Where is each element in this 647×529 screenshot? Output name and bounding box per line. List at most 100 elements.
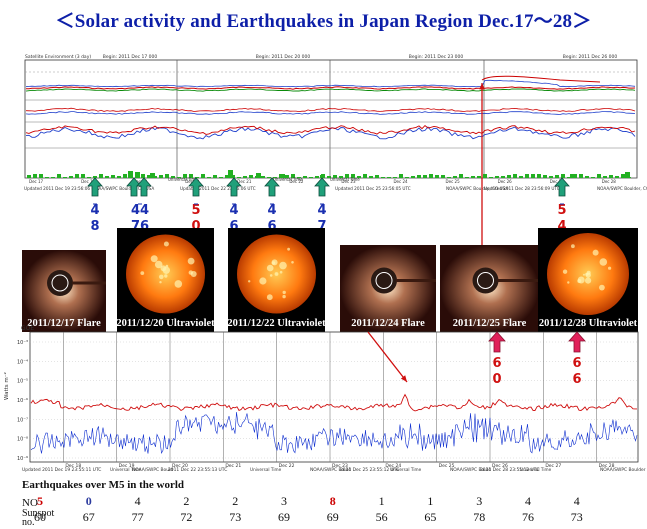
sunspot-count-cell: 76 — [522, 510, 534, 524]
sun-active-region — [188, 270, 193, 275]
quake-count-cell: 4 — [134, 494, 141, 508]
sun-outline-circle — [51, 274, 69, 292]
top-kp-bar — [570, 174, 575, 178]
quake-marker-top: 6 — [572, 356, 581, 371]
top-kp-bar — [537, 174, 541, 178]
top-panel-x-label: Dec 17 — [29, 179, 44, 184]
top-kp-bar — [489, 177, 493, 178]
top-kp-bar — [375, 175, 379, 178]
top-kp-bar — [141, 174, 145, 178]
occulting-disk — [371, 267, 397, 294]
quake-count-bottom: 6 — [229, 219, 238, 234]
quake-count-cell: 5 — [37, 494, 43, 508]
quake-count-top: 5 — [191, 203, 200, 218]
sun-active-region — [248, 280, 251, 283]
top-kp-bar — [543, 175, 547, 178]
occulting-disk — [472, 267, 499, 294]
top-kp-bar — [603, 176, 607, 178]
sun-active-region — [585, 272, 591, 278]
top-kp-bar — [363, 174, 367, 178]
top-kp-bar — [189, 174, 193, 178]
top-kp-bar — [471, 176, 475, 178]
top-kp-bar — [609, 175, 613, 178]
sun-active-region — [150, 255, 158, 263]
xray-y-tick: 10⁻³ — [17, 340, 28, 346]
quake-count-top: 5 — [557, 203, 566, 218]
top-kp-bar — [579, 174, 583, 178]
top-panel-x-label: Dec 18 — [81, 179, 96, 184]
top-kp-bar — [249, 175, 253, 178]
top-kp-bar — [128, 171, 133, 178]
quake-count-top: 4 — [317, 203, 326, 218]
top-kp-bar — [273, 177, 277, 178]
quake-count-top: 4 — [229, 203, 238, 218]
top-kp-bar — [267, 177, 271, 178]
top-kp-bar — [225, 175, 229, 178]
quake-marker-bottom: 6 — [572, 372, 581, 387]
sun-active-region — [259, 277, 267, 285]
quake-count-bottom: 6 — [267, 219, 276, 234]
quake-arrow — [87, 177, 103, 197]
top-panel-x-label: Dec 28 — [602, 179, 617, 184]
top-kp-bar — [483, 174, 487, 178]
sun-active-region — [159, 274, 164, 280]
top-kp-bar — [117, 176, 121, 178]
xray-updated-label: 2011 Dec 22 23:55:13 UTC — [168, 467, 227, 473]
top-panel-x-label: Dec 26 — [498, 179, 513, 184]
quake-count-cell: 1 — [378, 494, 385, 508]
top-panel-updated-label: Updated 2011 Dec 22 23:56:06 UTC — [180, 186, 256, 191]
xray-y-tick: 10⁻⁴ — [17, 359, 28, 365]
top-kp-bar — [327, 176, 331, 178]
flare-to-satellite-arrow-head — [479, 83, 485, 90]
top-kp-bar — [291, 174, 295, 178]
quake-count-top: 4 — [90, 203, 99, 218]
xray-axis-label: Universal Time — [110, 467, 142, 472]
top-kp-bar — [513, 174, 517, 178]
xray-y-tick: 10⁻⁸ — [17, 437, 28, 443]
quake-arrow — [226, 177, 242, 197]
top-panel-updated-label: NOAA/SWPC Boulder, CO USA — [446, 186, 508, 191]
top-kp-bar — [111, 175, 115, 178]
quake-arrow — [188, 177, 204, 197]
sun-active-region — [599, 284, 605, 291]
top-kp-bar — [303, 176, 307, 178]
top-kp-bar — [465, 177, 469, 178]
top-kp-bar — [429, 174, 433, 178]
sun-active-region — [140, 271, 145, 275]
top-panel-updated-label: Updated 2011 Dec 25 23:56:05 UTC — [335, 186, 411, 191]
xray-updated-label: NOAA/SWPC Boulder — [600, 467, 646, 473]
xray-x-label: Dec 19 — [119, 463, 135, 469]
top-kp-bar — [597, 174, 601, 178]
top-kp-bar — [195, 177, 199, 178]
thumbnail-caption: 2011/12/17 Flare — [27, 318, 101, 329]
quake-count-bottom: 4 — [557, 219, 566, 234]
top-kp-bar — [411, 176, 415, 178]
quake-arrow — [314, 177, 330, 197]
quake-count-top: 44 — [131, 203, 149, 218]
top-panel-x-label: Dec 27 — [550, 179, 565, 184]
top-panel-x-label: Dec 21 — [237, 179, 252, 184]
thumbnail-caption: 2011/12/25 Flare — [453, 318, 527, 329]
xray-x-label: Dec 23 — [332, 463, 348, 469]
top-kp-bar — [280, 174, 285, 178]
top-kp-bar — [345, 174, 349, 178]
top-kp-bar — [93, 176, 97, 178]
top-magnetometer-line-b — [25, 111, 636, 115]
top-kp-bar — [150, 173, 155, 178]
quake-arrow — [264, 177, 280, 197]
top-kp-bar — [555, 175, 559, 178]
quake-count-bottom: 0 — [191, 219, 200, 234]
xray-x-label: Dec 18 — [65, 463, 81, 469]
xray-x-label: Dec 26 — [492, 463, 508, 469]
top-kp-bar — [75, 174, 79, 178]
top-kp-bar — [171, 176, 175, 178]
sun-active-region — [159, 281, 162, 284]
thumbnail-caption: 2011/12/28 Ultraviolet — [539, 318, 638, 329]
top-kp-bar — [501, 176, 505, 178]
top-kp-bar — [453, 176, 457, 178]
sunspot-count-cell: 73 — [229, 510, 242, 524]
top-kp-bar — [256, 173, 261, 178]
sun-active-region — [271, 259, 278, 266]
xray-updated-label: 2011 Dec 25 23:55:12 UTC — [340, 467, 399, 473]
xray-updated-label: 2011 Dec 28 23:55:12 UTC — [480, 467, 539, 473]
